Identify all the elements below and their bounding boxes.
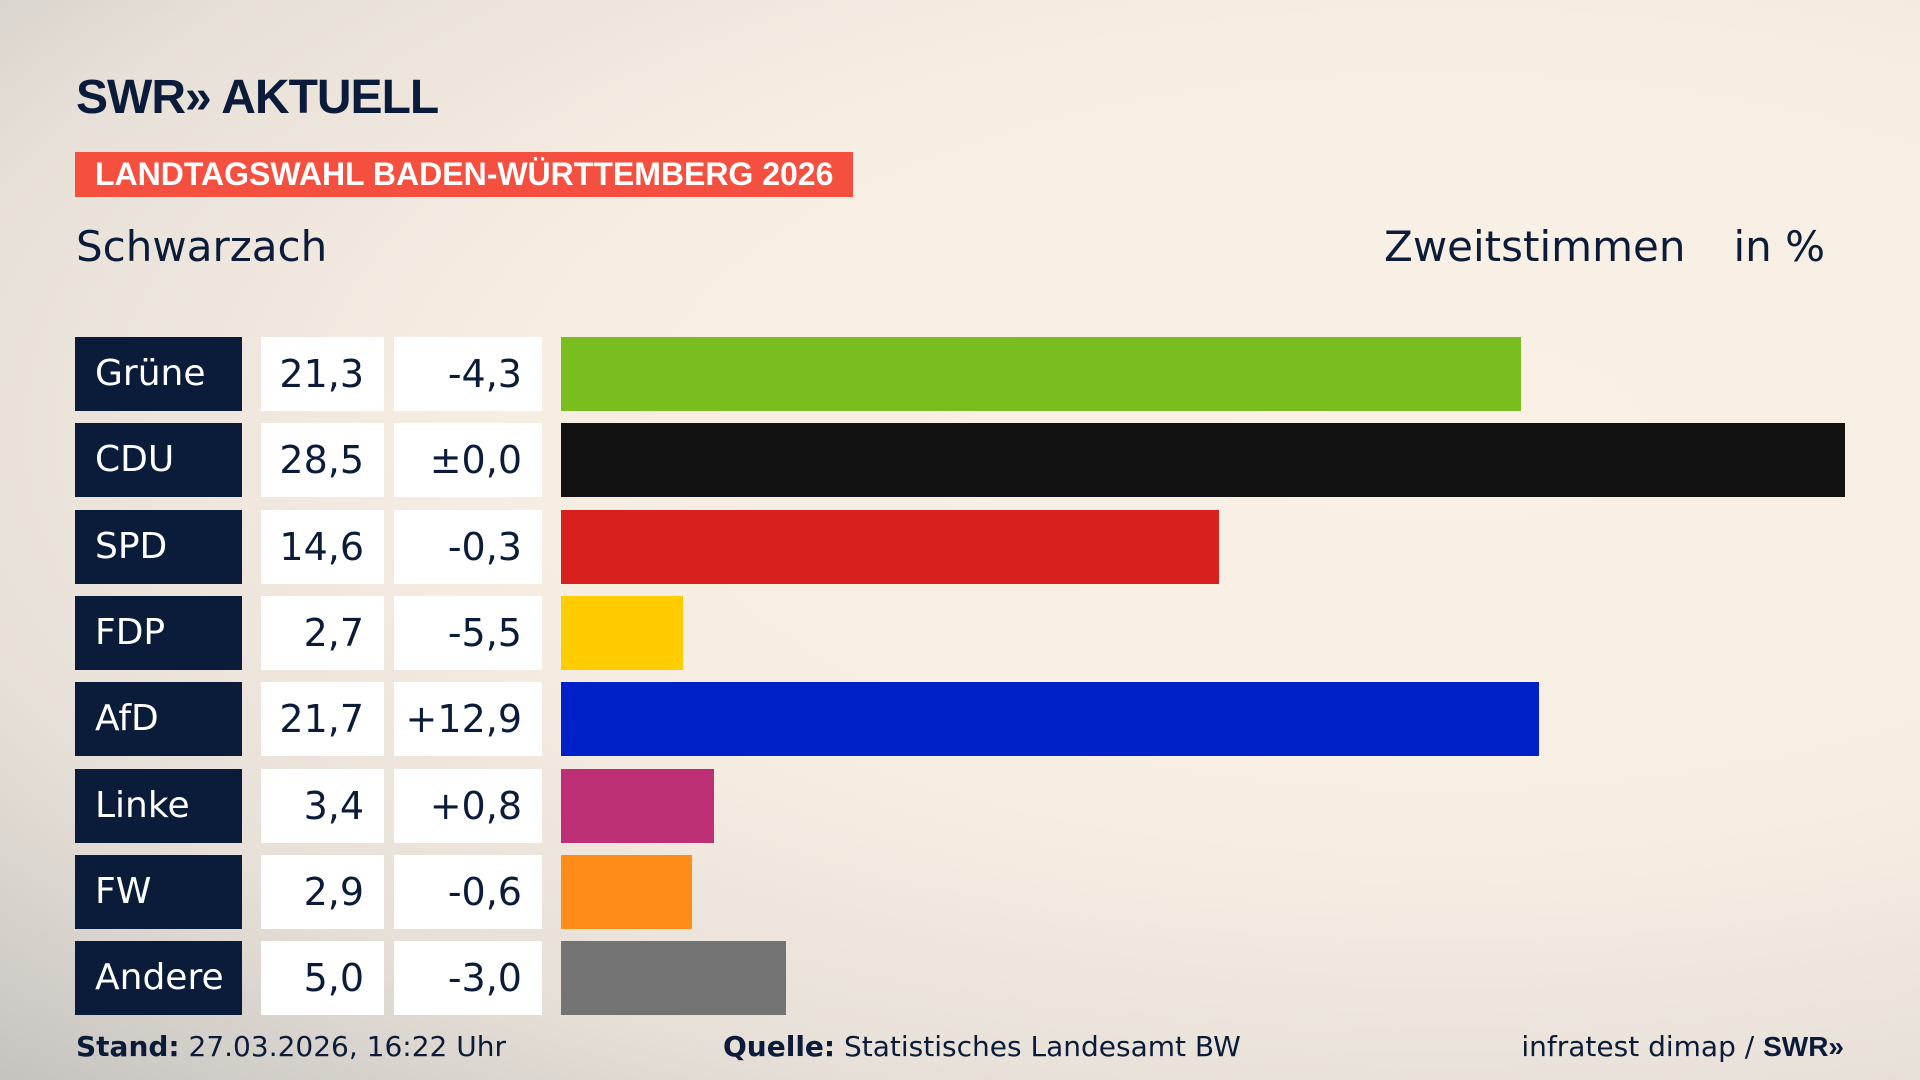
value-label: 28,5	[261, 423, 384, 498]
party-label: AfD	[75, 682, 242, 757]
bar-row: FDP 2,7 -5,5	[75, 595, 1875, 670]
bar	[561, 682, 1539, 757]
party-label: Andere	[75, 941, 242, 1016]
diff-label: ±0,0	[394, 423, 542, 498]
value-label: 3,4	[261, 768, 384, 843]
bar	[561, 768, 715, 843]
bar	[561, 941, 787, 1016]
party-label: Linke	[75, 768, 242, 843]
value-label: 5,0	[261, 941, 384, 1016]
value-label: 2,7	[261, 595, 384, 670]
bar-row: SPD 14,6 -0,3	[75, 509, 1875, 584]
diff-label: -0,6	[394, 854, 542, 929]
party-label: Grüne	[75, 337, 242, 411]
credit: infratest dimap / SWR»	[1521, 1030, 1844, 1063]
bar	[561, 509, 1219, 584]
swr-aktuell-logo: SWR» AKTUELL	[76, 71, 439, 124]
diff-label: +12,9	[394, 682, 542, 757]
source-label: Quelle:	[723, 1030, 836, 1063]
election-banner: LANDTAGSWAHL BADEN-WÜRTTEMBERG 2026	[75, 152, 854, 197]
bar	[561, 423, 1845, 498]
bar-row: Andere 5,0 -3,0	[75, 941, 1875, 1016]
diff-label: -3,0	[394, 941, 542, 1016]
bar	[561, 595, 683, 670]
stand-label: Stand:	[76, 1030, 180, 1063]
value-label: 2,9	[261, 854, 384, 929]
chart-title: Schwarzach	[76, 222, 328, 271]
bar-row: FW 2,9 -0,6	[75, 854, 1875, 929]
bar	[561, 854, 692, 929]
stand-value: 27.03.2026, 16:22 Uhr	[188, 1030, 506, 1063]
diff-label: -4,3	[394, 337, 542, 411]
party-label: FDP	[75, 595, 242, 670]
value-label: 21,7	[261, 682, 384, 757]
bar-row: Linke 3,4 +0,8	[75, 768, 1875, 843]
bar-row: Grüne 21,3 -4,3	[75, 337, 1875, 411]
swr-logo: SWR»	[1763, 1031, 1844, 1062]
credit-text: infratest dimap /	[1521, 1030, 1764, 1063]
source-value: Statistisches Landesamt BW	[844, 1030, 1241, 1063]
bar-row: AfD 21,7 +12,9	[75, 682, 1875, 757]
diff-label: -5,5	[394, 595, 542, 670]
party-label: FW	[75, 854, 242, 929]
timestamp: Stand: 27.03.2026, 16:22 Uhr	[76, 1030, 506, 1063]
metric-label: Zweitstimmen in %	[1336, 222, 1825, 271]
bar	[561, 337, 1521, 411]
diff-label: -0,3	[394, 509, 542, 584]
metric-name: Zweitstimmen	[1384, 222, 1686, 271]
unit-label: in %	[1733, 222, 1825, 271]
value-label: 21,3	[261, 337, 384, 411]
bar-row: CDU 28,5 ±0,0	[75, 423, 1875, 498]
value-label: 14,6	[261, 509, 384, 584]
party-label: SPD	[75, 509, 242, 584]
party-label: CDU	[75, 423, 242, 498]
source: Quelle: Statistisches Landesamt BW	[723, 1030, 1241, 1063]
diff-label: +0,8	[394, 768, 542, 843]
